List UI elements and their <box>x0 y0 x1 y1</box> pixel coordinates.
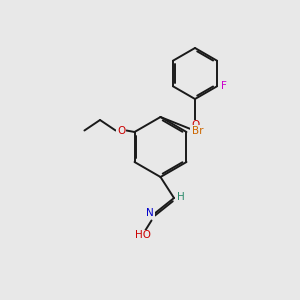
Text: O: O <box>191 120 199 130</box>
Text: O: O <box>117 125 125 136</box>
Text: F: F <box>221 81 226 91</box>
Text: Br: Br <box>192 125 204 136</box>
Text: N: N <box>146 208 154 218</box>
Text: HO: HO <box>134 230 151 241</box>
Text: H: H <box>177 191 184 202</box>
